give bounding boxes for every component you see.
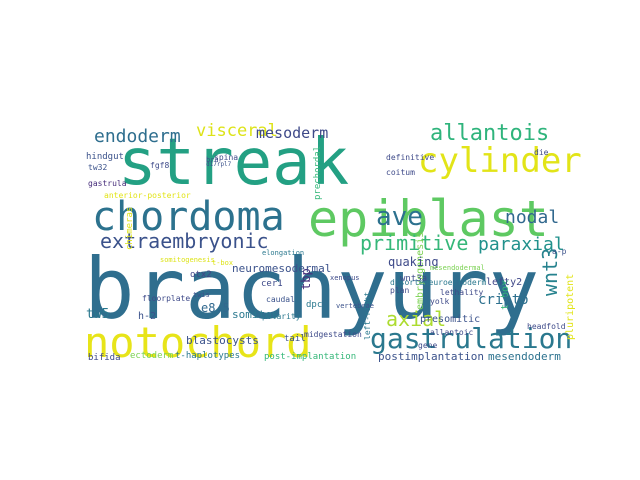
word-embryogenesis: embryogenesis (415, 232, 426, 310)
word-mesendodermal: mesendodermal (430, 264, 485, 272)
word-h-2: h-2 (138, 311, 156, 322)
word-headfold: headfold (527, 322, 566, 331)
word-yolk: yolk (430, 297, 449, 306)
word-left-right: left-right (363, 292, 372, 340)
word-anterior-posterior: anterior-posterior (104, 191, 191, 200)
word-d17rpl7: d17rpl7 (206, 161, 232, 168)
word-somites: somites (232, 308, 278, 321)
word-floorplate: floorplate (142, 294, 190, 303)
word-pluripotent: pluripotent (565, 274, 576, 340)
word-ectoderm: ectoderm (130, 351, 173, 361)
word-neuromesodermal: neuromesodermal (232, 262, 331, 275)
word-die: die (534, 148, 549, 157)
word-cer1: cer1 (261, 279, 283, 289)
word-otx2: otx2 (190, 270, 212, 280)
word-axial: axial (386, 307, 446, 331)
word-postimplantation: postimplantation (378, 350, 484, 363)
word-vertebrae: vertebrae (336, 302, 374, 310)
word-chordoma: chordoma (92, 194, 285, 240)
word-tbp: tbp (299, 268, 313, 290)
word-fgf8: fgf8 (150, 161, 169, 170)
word-streak: streak (118, 126, 349, 200)
word-e8.5: e8.5 (201, 301, 230, 315)
word-paraxial: paraxial (478, 234, 565, 255)
word-ave: ave (376, 202, 423, 232)
word-tbx6: chimeras (125, 207, 135, 250)
word-extraembryonic: extraembryonic (100, 229, 269, 253)
word-mesoderm: mesoderm (256, 124, 328, 142)
word-wnt3: wnt3 (538, 248, 562, 296)
word-primitive: primitive (360, 231, 468, 255)
word-xenopus: xenopus (330, 274, 360, 282)
word-chimeras: t-box (212, 259, 233, 267)
word-tw32: tw32 (88, 163, 107, 172)
word-allantois: allantois (430, 121, 549, 146)
word-blastocysts: blastocysts (186, 334, 259, 347)
word-tail: tail (284, 334, 306, 344)
word-epiblast: epiblast (308, 190, 549, 248)
cloud-background (80, 120, 570, 364)
word-midgestation: midgestation (304, 330, 362, 339)
word-bra: bra (206, 156, 219, 164)
word-mesendoderm: mesendoderm (488, 350, 561, 363)
word-nodal: nodal (505, 207, 559, 228)
word-lefty2: lefty2 (486, 277, 522, 288)
word-gene: gene (418, 341, 437, 350)
word-visceral: visceral (196, 121, 278, 141)
word-dpc: dpc (306, 300, 322, 310)
word-wnt3a: wnt3a (400, 274, 427, 284)
word-t-box: t-box (500, 280, 511, 310)
word-tw5: tw5 (86, 307, 109, 322)
word-notochord: notochord (84, 318, 312, 367)
word-twis: twis (193, 291, 210, 299)
word-elongation: elongation (262, 249, 304, 257)
word-hindgut: hindgut (86, 152, 124, 162)
word-plan: plan (390, 286, 409, 295)
word-bifida: bifida (88, 353, 121, 363)
word-endoderm: endoderm (94, 126, 181, 147)
word-brachyury: brachyury (84, 240, 539, 338)
word-cripto: cripto (478, 292, 529, 308)
word-disorteneuroectoderm: disorteneuroectoderm (390, 278, 487, 287)
word-somitogenesis: somitogenesis (160, 256, 215, 264)
word-a-p: a-p (552, 247, 567, 256)
word-gastrulation: gastrulation (370, 322, 572, 355)
word-coitum: coitum (386, 168, 415, 177)
word-t-haplotypes: t-haplotypes (175, 351, 240, 361)
word-quaking: quaking (388, 255, 439, 269)
word-cylinder: cylinder (418, 141, 582, 181)
word-gastrula: gastrula (88, 179, 127, 188)
word-prechordal: prechordal (313, 146, 323, 200)
word-definitive: definitive (386, 153, 434, 162)
word-allantoic: allantoic (430, 328, 474, 337)
word-spina: spina (214, 153, 238, 162)
word-presomitic: presomitic (420, 314, 480, 325)
word-polarity: polarity (262, 312, 301, 321)
word-lethality: lethality (440, 288, 484, 297)
word-caudal: caudal (266, 295, 295, 304)
word-post-implantation: post-implantation (264, 352, 356, 362)
